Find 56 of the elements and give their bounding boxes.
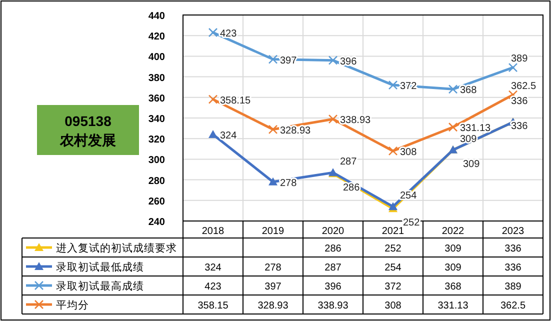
legend-label: 进入复试的初试成绩要求 — [56, 242, 177, 254]
data-label: 336 — [504, 244, 522, 254]
legend-label: 录取初试最低成绩 — [56, 260, 144, 274]
data-label: 331.13 — [438, 300, 469, 312]
point — [508, 62, 518, 72]
data-label: 362.5 — [500, 300, 526, 312]
data-label: 338.93 — [318, 300, 349, 312]
y-tick-label: 240 — [148, 217, 166, 228]
data-label: 396 — [324, 282, 342, 292]
point — [208, 94, 218, 104]
point — [208, 28, 218, 38]
data-label: 324 — [204, 262, 222, 274]
data-label: 389 — [504, 282, 522, 292]
point — [328, 114, 338, 124]
y-tick-label: 320 — [148, 134, 166, 146]
data-label: 372 — [384, 282, 402, 292]
x-tick-label: 2019 — [262, 226, 285, 237]
y-tick-label: 440 — [148, 11, 166, 22]
point — [388, 146, 398, 156]
legend-label: 平均分 — [56, 300, 89, 312]
y-tick-label: 380 — [148, 72, 166, 84]
y-tick-label: 360 — [148, 93, 166, 104]
y-tick-label: 260 — [148, 196, 166, 208]
point — [448, 122, 458, 132]
data-label: 328.93 — [258, 300, 289, 312]
data-label: 252 — [384, 244, 402, 254]
x-tick-label: 2022 — [442, 226, 465, 237]
x-tick-label: 2018 — [202, 226, 225, 237]
y-tick-label: 400 — [148, 52, 166, 64]
point — [268, 124, 278, 134]
data-label: 278 — [264, 262, 282, 274]
point — [328, 56, 338, 65]
point — [388, 80, 398, 90]
x-tick-label: 2020 — [322, 226, 345, 237]
y-tick-label: 340 — [148, 114, 166, 125]
point — [268, 54, 278, 64]
y-tick-label: 420 — [148, 32, 166, 43]
point — [448, 84, 458, 94]
data-label: 336 — [504, 262, 522, 274]
y-tick-label: 280 — [148, 176, 166, 187]
x-tick-label: 2021 — [382, 226, 405, 237]
legend-label: 录取初试最高成绩 — [56, 280, 144, 292]
data-label: 309 — [444, 244, 462, 254]
text: 095138农村发展 — [59, 113, 116, 148]
data-label: 309 — [444, 262, 462, 274]
y-tick-label: 300 — [148, 155, 166, 166]
data-label: 254 — [384, 262, 402, 274]
point — [268, 177, 278, 186]
data-label: 368 — [444, 282, 462, 292]
data-label: 287 — [324, 262, 342, 274]
data-label: 358.15 — [198, 300, 229, 312]
data-label: 308 — [384, 300, 402, 312]
data-label: 397 — [264, 282, 282, 292]
data-label: 286 — [324, 244, 342, 254]
x-tick-label: 2023 — [502, 226, 525, 237]
data-label: 423 — [204, 282, 222, 292]
